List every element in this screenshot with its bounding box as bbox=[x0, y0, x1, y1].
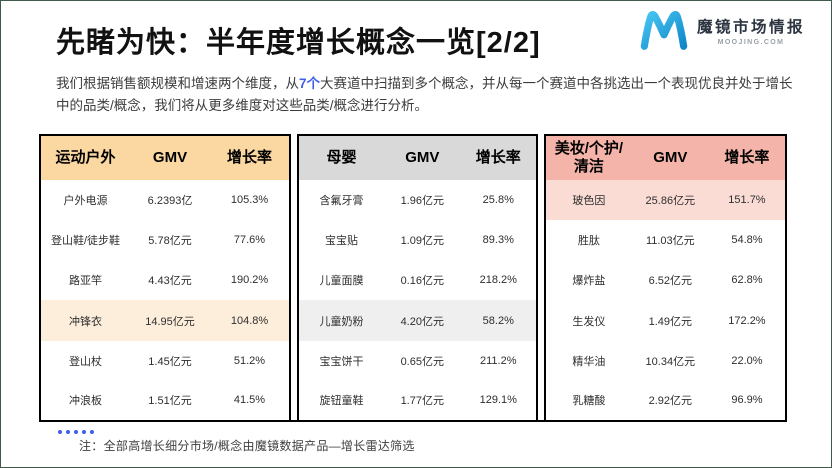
table-row: 玻色因 25.86亿元 151.7% bbox=[545, 180, 786, 221]
cell-gmv: 5.78亿元 bbox=[148, 235, 192, 248]
cell-growth: 77.6% bbox=[233, 234, 266, 247]
table-row: 旋钮童鞋 1.77亿元 129.1% bbox=[298, 381, 537, 421]
table-row: 爆炸盐 6.52亿元 62.8% bbox=[545, 260, 786, 300]
footnote: 注：全部高增长细分市场/概念由魔镜数据产品—增长雷达筛选 bbox=[79, 439, 415, 453]
intro-highlight: 7个 bbox=[299, 76, 321, 91]
cell-gmv: 6.52亿元 bbox=[648, 275, 693, 288]
cell-gmv: 4.20亿元 bbox=[400, 315, 444, 328]
table-row: 登山杖 1.45亿元 51.2% bbox=[40, 341, 290, 381]
cell-name: 儿童奶粉 bbox=[319, 315, 364, 328]
table-category-header: 母婴 bbox=[298, 135, 385, 180]
cell-gmv: 1.45亿元 bbox=[148, 355, 192, 368]
intro-part1: 我们根据销售额规模和增速两个维度，从 bbox=[56, 76, 299, 91]
cell-name: 儿童面膜 bbox=[319, 275, 364, 288]
table-row: 路亚竿 4.43亿元 190.2% bbox=[40, 260, 290, 300]
cell-growth: 105.3% bbox=[230, 194, 269, 207]
cell-growth: 129.1% bbox=[479, 394, 517, 407]
intro-text: 我们根据销售额规模和增速两个维度，从7个大赛道中扫描到多个概念，并从每一个赛道中… bbox=[56, 73, 800, 117]
cell-name: 登山杖 bbox=[69, 355, 102, 368]
cell-growth: 89.3% bbox=[482, 234, 514, 247]
cell-gmv: 0.16亿元 bbox=[400, 275, 444, 288]
moojing-m-icon bbox=[640, 11, 688, 50]
table-row: 登山鞋/徒步鞋 5.78亿元 77.6% bbox=[40, 220, 290, 260]
cell-growth: 218.2% bbox=[479, 274, 517, 287]
column-header-gmv: GMV bbox=[631, 135, 709, 180]
cell-gmv: 1.09亿元 bbox=[400, 235, 444, 248]
column-header-growth: 增长率 bbox=[708, 135, 786, 180]
column-header-gmv: GMV bbox=[130, 135, 210, 180]
cell-growth: 54.8% bbox=[731, 234, 763, 247]
table-row: 乳糖酸 2.92亿元 96.9% bbox=[545, 381, 786, 421]
intro-part2: 大赛道中扫描到多个概念，并从每一个赛道中各挑选出一个表现优良并处于增长中的品类/… bbox=[56, 76, 793, 113]
category-table-mother-baby: 母婴 GMV 增长率 含氟牙膏 1.96亿元 25.8% 宝宝贴 1.09亿元 89.3%… bbox=[297, 134, 538, 422]
cell-growth: 96.9% bbox=[731, 394, 763, 407]
cell-gmv: 4.43亿元 bbox=[148, 275, 192, 288]
page-title: 先睹为快：半年度增长概念一览[2/2] bbox=[56, 27, 541, 59]
table-category-header: 运动户外 bbox=[40, 135, 130, 180]
cell-name: 胜肽 bbox=[577, 235, 600, 248]
cell-name: 爆炸盐 bbox=[572, 275, 606, 288]
cell-gmv: 1.77亿元 bbox=[400, 395, 444, 408]
cell-growth: 22.0% bbox=[731, 354, 763, 367]
tables-row: 运动户外 GMV 增长率 户外电源 6.2393亿 105.3% 登山鞋/徒步鞋 5.7… bbox=[39, 134, 787, 422]
cell-name: 生发仪 bbox=[572, 315, 606, 328]
table-row: 儿童奶粉 4.20亿元 58.2% bbox=[298, 300, 537, 341]
table-row: 冲浪板 1.51亿元 41.5% bbox=[40, 381, 290, 421]
cell-growth: 104.8% bbox=[230, 314, 269, 327]
cell-growth: 190.2% bbox=[230, 274, 269, 287]
cell-gmv: 2.92亿元 bbox=[648, 395, 693, 408]
table-row: 宝宝饼干 0.65亿元 211.2% bbox=[298, 341, 537, 381]
brand-name-en: MOOJING.COM bbox=[717, 38, 785, 46]
cell-growth: 41.5% bbox=[233, 394, 266, 407]
table-row: 儿童面膜 0.16亿元 218.2% bbox=[298, 260, 537, 300]
cell-gmv: 0.65亿元 bbox=[400, 355, 444, 368]
column-header-gmv: GMV bbox=[384, 135, 461, 180]
cell-name: 宝宝贴 bbox=[325, 235, 359, 248]
category-table-sports-outdoor: 运动户外 GMV 增长率 户外电源 6.2393亿 105.3% 登山鞋/徒步鞋 5.7… bbox=[39, 134, 291, 422]
table-row: 户外电源 6.2393亿 105.3% bbox=[40, 180, 290, 220]
table-row: 冲锋衣 14.95亿元 104.8% bbox=[40, 300, 290, 341]
cell-growth: 62.8% bbox=[731, 274, 763, 287]
table-row: 胜肽 11.03亿元 54.8% bbox=[545, 220, 786, 260]
table-row: 含氟牙膏 1.96亿元 25.8% bbox=[298, 180, 537, 220]
table-row: 宝宝贴 1.09亿元 89.3% bbox=[298, 220, 537, 260]
cell-gmv: 6.2393亿 bbox=[147, 195, 193, 208]
cell-growth: 25.8% bbox=[482, 194, 514, 207]
cell-growth: 211.2% bbox=[480, 354, 517, 367]
table-row: 精华油 10.34亿元 22.0% bbox=[545, 341, 786, 381]
cell-name: 路亚竿 bbox=[69, 275, 102, 288]
brand-name-cn: 魔镜市场情报 bbox=[696, 18, 805, 36]
cell-growth: 151.7% bbox=[728, 194, 766, 207]
dotted-separator-icon bbox=[58, 430, 94, 434]
category-table-beauty-care-clean: 美妆/个护/清洁 GMV 增长率 玻色因 25.86亿元 151.7% 胜肽 11.03… bbox=[544, 134, 787, 422]
brand-text: 魔镜市场情报 MOOJING.COM bbox=[697, 15, 805, 46]
cell-gmv: 14.95亿元 bbox=[145, 315, 195, 328]
cell-name: 玻色因 bbox=[572, 195, 606, 208]
cell-gmv: 25.86亿元 bbox=[645, 195, 696, 208]
cell-name: 精华油 bbox=[572, 355, 606, 368]
cell-name: 冲锋衣 bbox=[69, 315, 102, 328]
cell-name: 冲浪板 bbox=[69, 395, 102, 408]
cell-gmv: 1.96亿元 bbox=[400, 195, 444, 208]
column-header-growth: 增长率 bbox=[460, 135, 537, 180]
cell-gmv: 11.03亿元 bbox=[645, 235, 695, 248]
tables-bottom-rule bbox=[39, 420, 787, 422]
cell-growth: 58.2% bbox=[482, 314, 514, 327]
cell-growth: 172.2% bbox=[728, 314, 766, 327]
cell-name: 宝宝饼干 bbox=[319, 355, 364, 368]
cell-name: 旋钮童鞋 bbox=[319, 395, 364, 408]
cell-growth: 51.2% bbox=[233, 354, 266, 367]
cell-gmv: 1.49亿元 bbox=[648, 315, 693, 328]
cell-name: 乳糖酸 bbox=[572, 395, 606, 408]
table-category-header: 美妆/个护/清洁 bbox=[545, 135, 632, 180]
cell-name: 含氟牙膏 bbox=[319, 195, 364, 208]
cell-name: 户外电源 bbox=[63, 195, 108, 208]
cell-gmv: 10.34亿元 bbox=[645, 355, 696, 368]
cell-gmv: 1.51亿元 bbox=[148, 395, 192, 408]
table-row: 生发仪 1.49亿元 172.2% bbox=[545, 300, 786, 340]
brand-logo: 魔镜市场情报 MOOJING.COM bbox=[640, 9, 805, 51]
cell-name: 登山鞋/徒步鞋 bbox=[50, 235, 121, 248]
column-header-growth: 增长率 bbox=[210, 135, 290, 180]
